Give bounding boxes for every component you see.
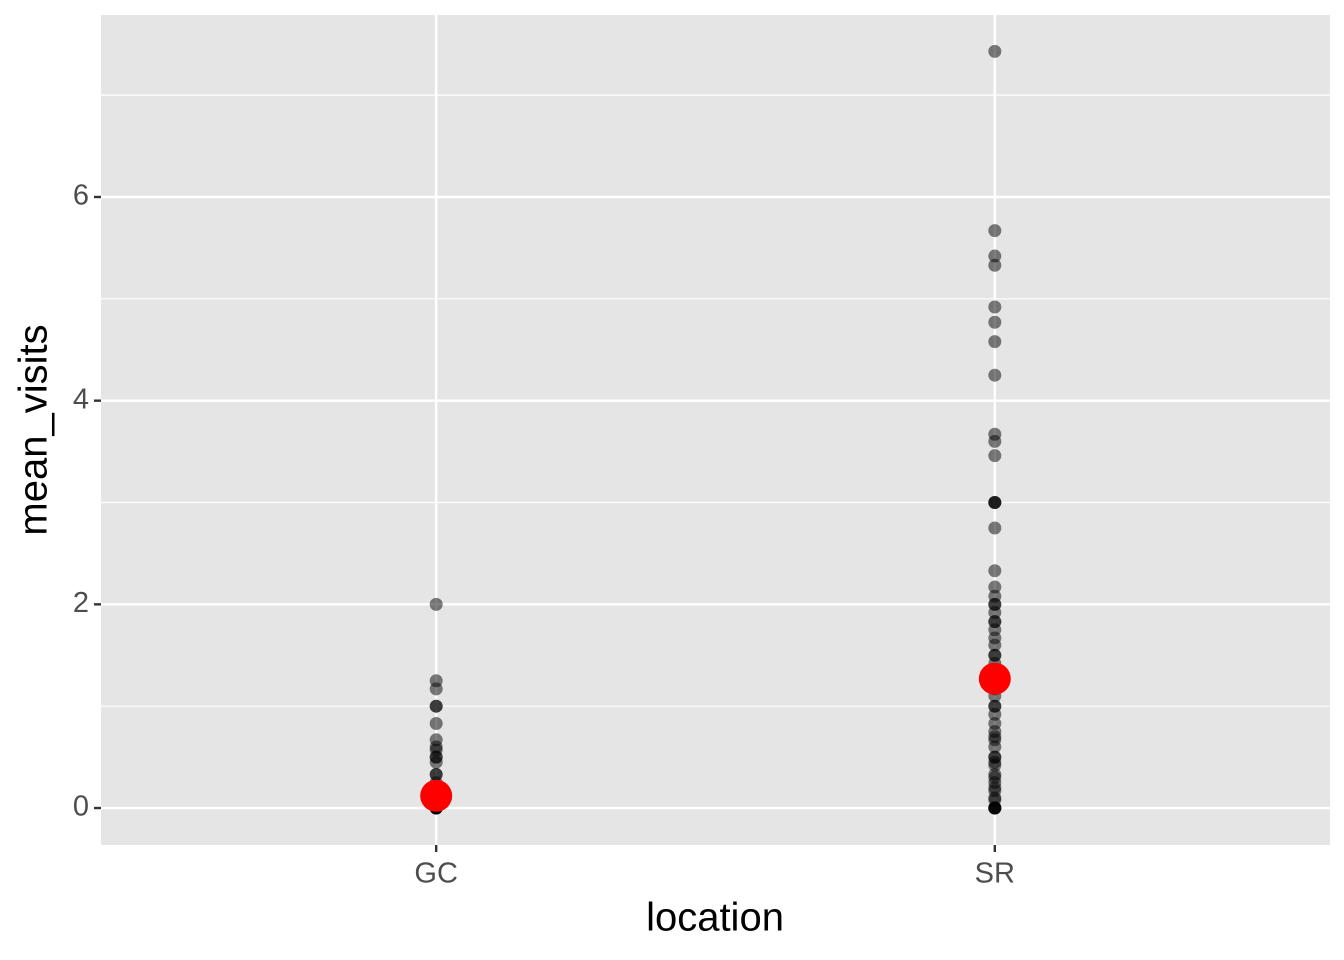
data-point (988, 605, 1002, 619)
data-point (988, 300, 1002, 314)
data-point (988, 496, 1002, 510)
mean-point (420, 779, 453, 812)
y-tick-label: 4 (73, 383, 89, 415)
data-point (429, 717, 443, 731)
data-point (988, 315, 1002, 329)
data-point (429, 699, 443, 713)
data-point (429, 755, 443, 769)
data-point (429, 597, 443, 611)
y-tick-label: 0 (73, 791, 89, 823)
panel-background (101, 15, 1330, 845)
x-axis-title: location (646, 896, 784, 940)
data-point (988, 258, 1002, 272)
data-point (988, 580, 1002, 594)
y-tick-label: 6 (73, 180, 89, 212)
mean-point (978, 662, 1011, 695)
data-point (988, 335, 1002, 349)
data-point (988, 740, 1002, 754)
data-point (988, 224, 1002, 238)
data-point (988, 564, 1002, 578)
x-tick-label: SR (975, 858, 1015, 890)
data-point (988, 638, 1002, 652)
data-point (988, 521, 1002, 535)
data-point (429, 682, 443, 696)
data-point (988, 368, 1002, 382)
x-tick-label: GC (414, 858, 458, 890)
data-point (988, 249, 1002, 263)
data-point (988, 758, 1002, 772)
data-point (988, 707, 1002, 721)
data-point (988, 801, 1002, 815)
data-point (988, 449, 1002, 463)
y-axis-title: mean_visits (12, 324, 56, 535)
y-tick-label: 2 (73, 587, 89, 619)
data-point (988, 434, 1002, 448)
data-point (988, 44, 1002, 58)
